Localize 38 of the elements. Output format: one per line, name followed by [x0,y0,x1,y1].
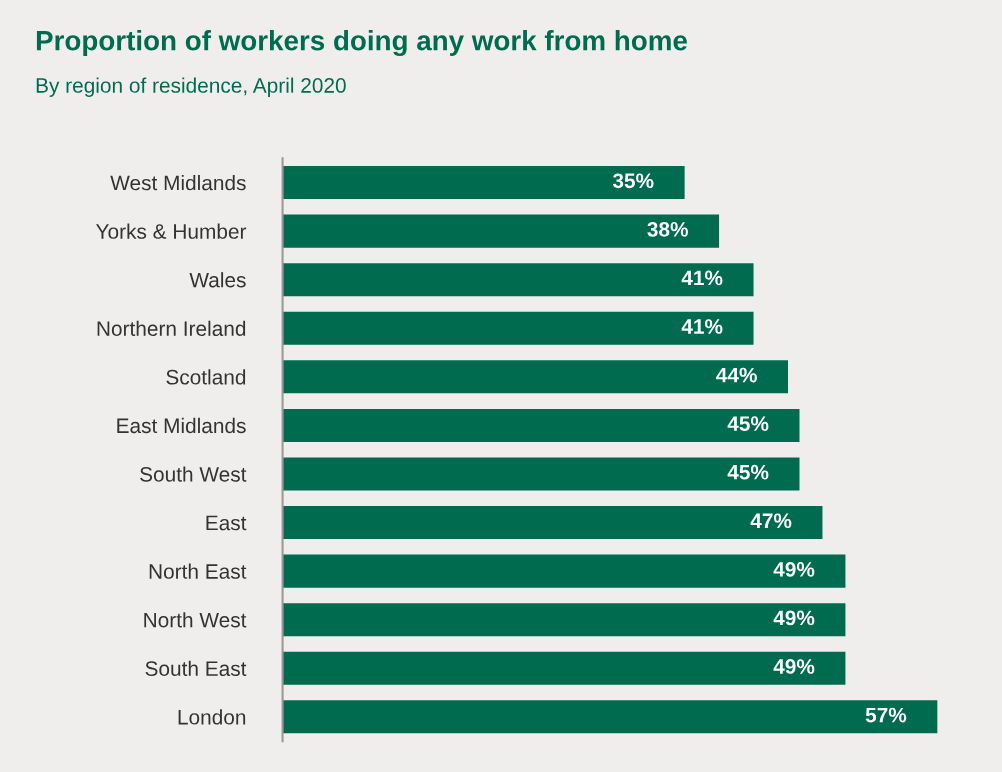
y-tick-label: West Midlands [110,175,246,191]
bar [282,263,754,297]
data-label: 45% [727,464,769,480]
data-label: 49% [773,561,815,577]
y-tick-label: East Midlands [117,417,246,434]
y-tick-label: Scotland [166,369,246,385]
bar [282,214,720,248]
data-label: 45% [727,416,769,431]
bar [282,457,800,491]
data-label: 49% [773,659,815,674]
y-tick-label: Northern Ireland [97,320,246,337]
bar [282,554,846,588]
data-label: 49% [773,610,815,626]
bar [282,166,685,200]
chart-title: Proportion of workers doing any work from home [36,30,687,57]
bar [282,311,754,345]
y-tick-label: South East [145,660,247,677]
y-tick-label: London [178,709,246,725]
bar [282,651,846,685]
bar [282,360,788,394]
data-label: 47% [750,513,792,529]
y-tick-label: East [206,515,247,531]
data-label: 35% [612,173,654,189]
chart-subtitle: By region of residence, April 2020 [36,77,346,97]
y-tick-label: Wales [189,272,246,288]
data-label: 44% [716,367,757,383]
data-label: 38% [647,221,688,237]
y-tick-label: South West [140,466,247,482]
data-label: 41% [681,270,723,286]
bar [282,506,823,540]
bar [282,700,938,734]
y-tick-label: North East [149,563,247,579]
data-label: 41% [681,319,723,334]
y-tick-label: Yorks & Humber [96,223,247,239]
y-tick-label: North West [144,612,247,628]
bar [282,408,800,442]
bar [282,603,846,637]
data-label: 57% [865,707,907,723]
